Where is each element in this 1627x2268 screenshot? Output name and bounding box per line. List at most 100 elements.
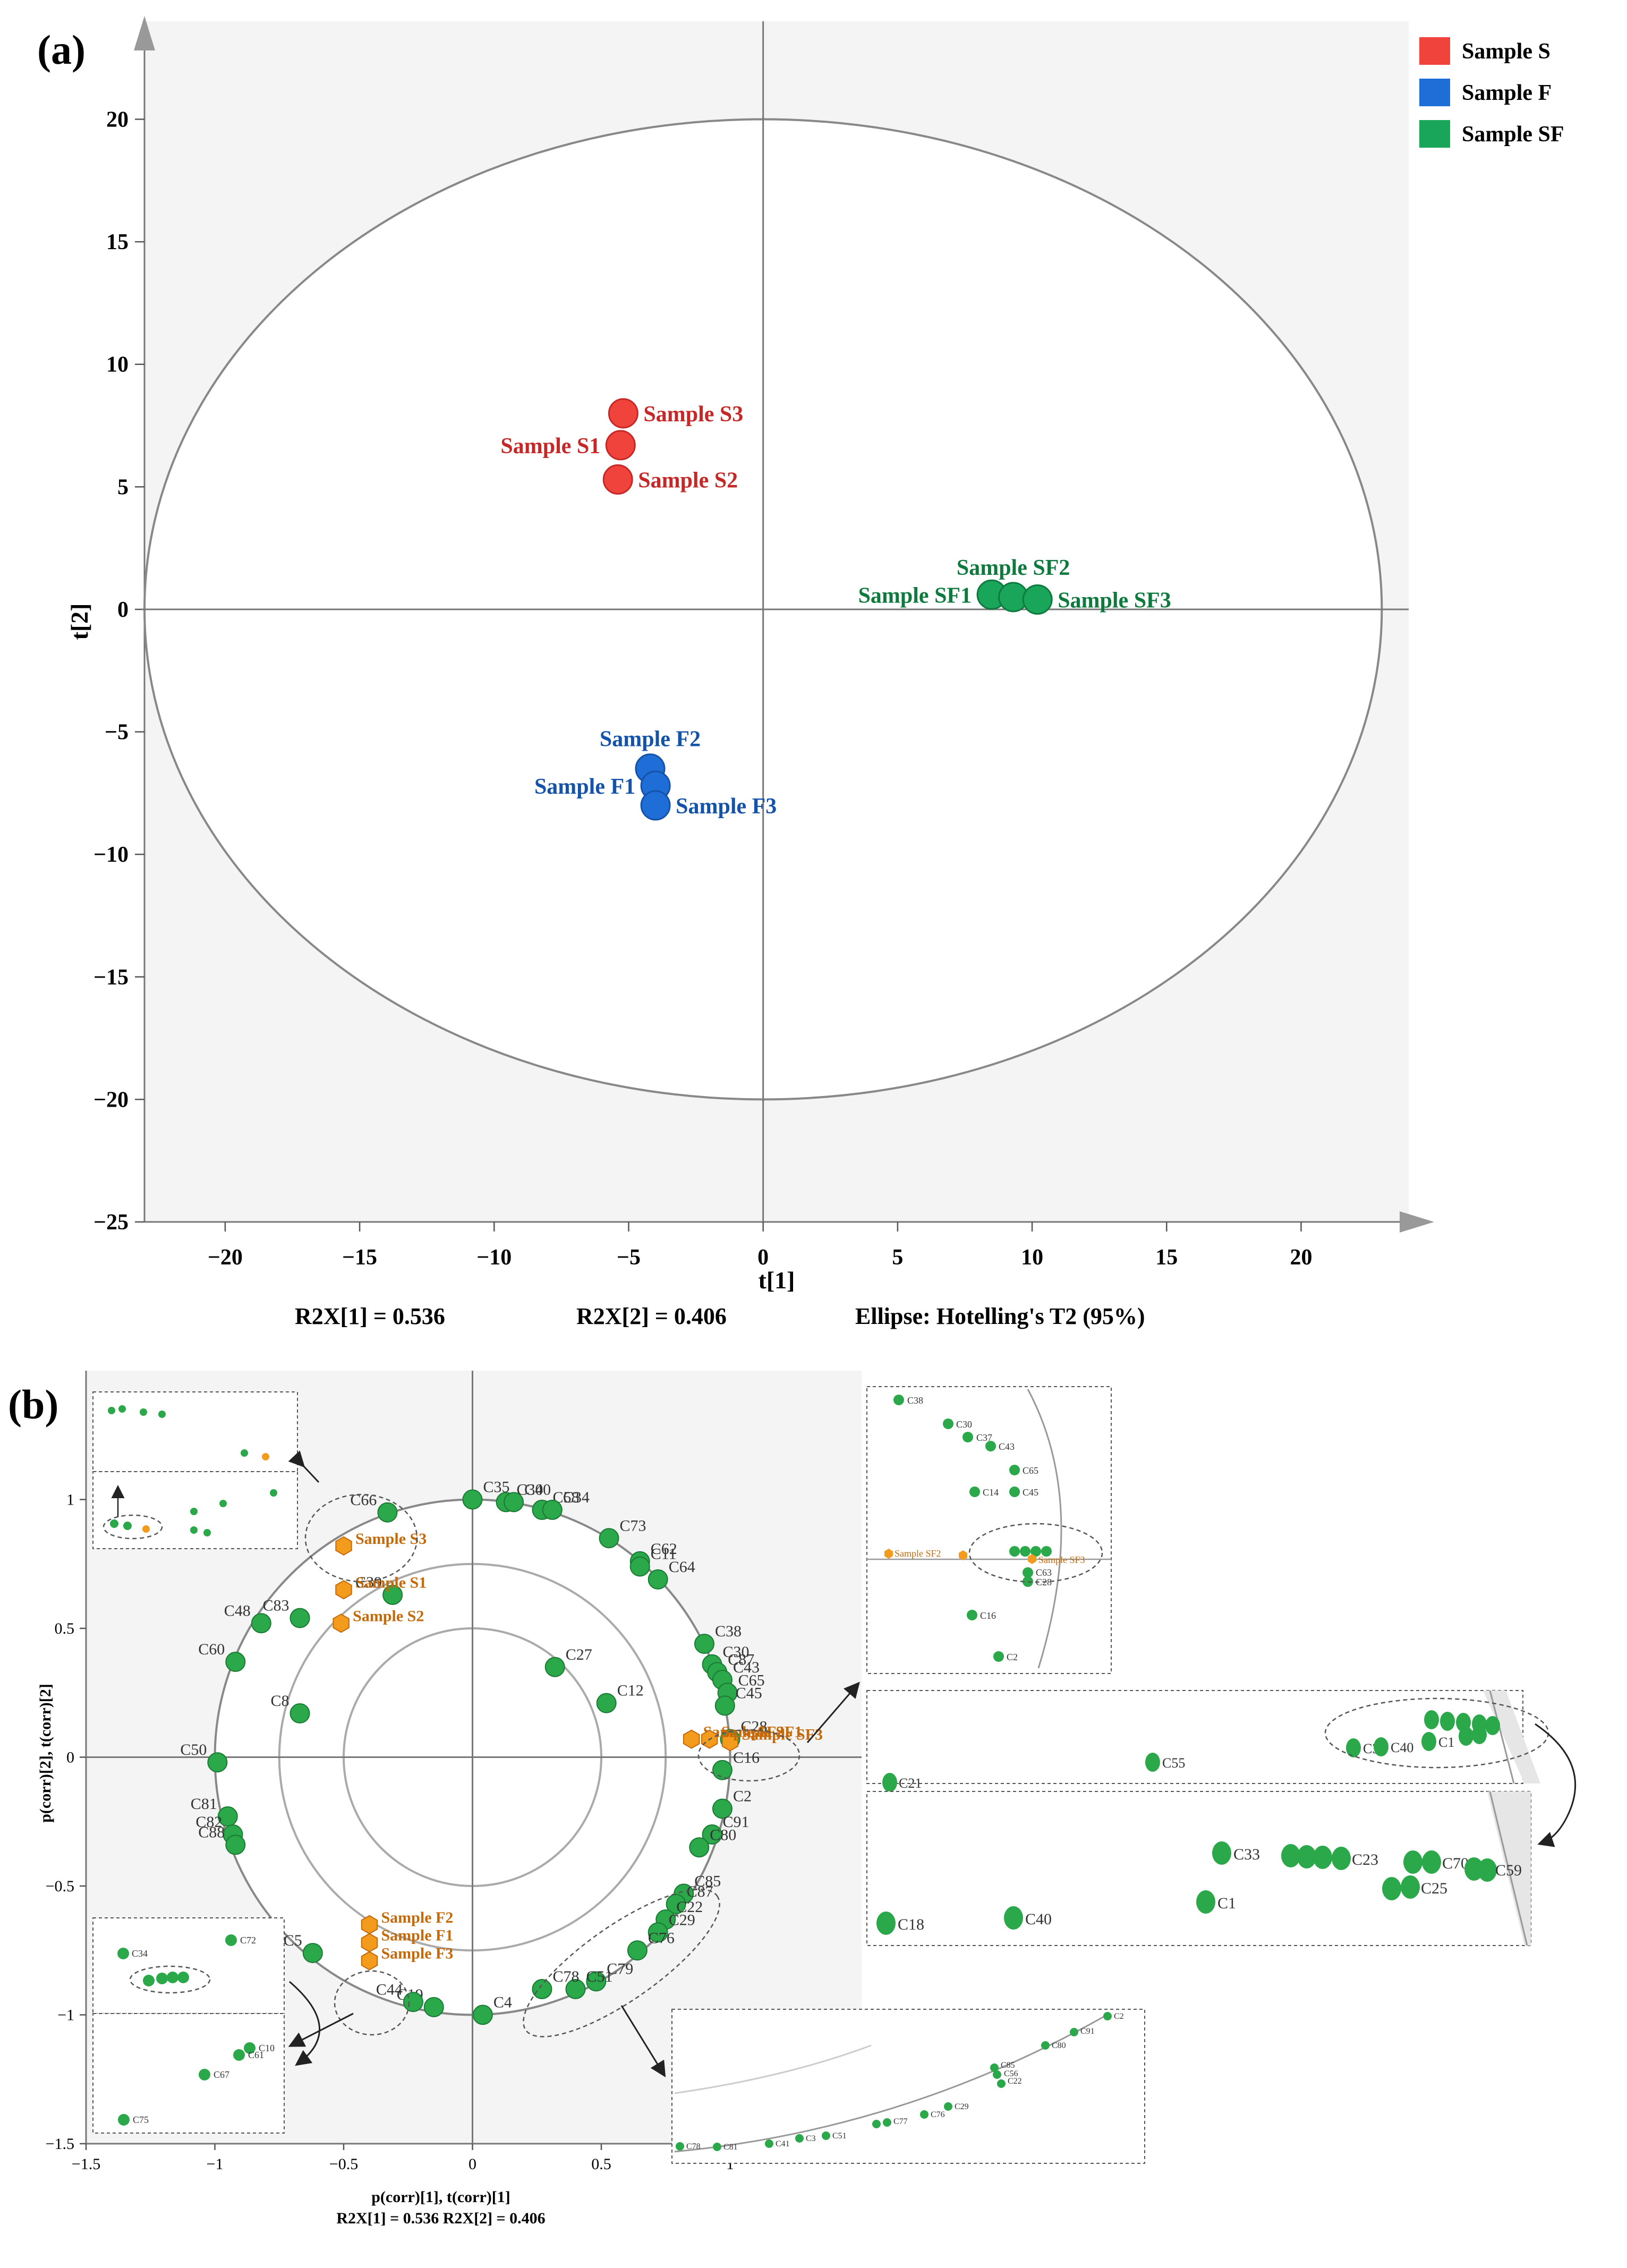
svg-text:C1: C1 (1438, 1735, 1454, 1750)
svg-text:C41: C41 (776, 2139, 790, 2148)
y-tick-label: −1.5 (46, 2135, 74, 2153)
x-tick-label: 5 (892, 1245, 903, 1270)
loading-variable (648, 1922, 668, 1943)
loadings-y-label: p(corr)[2], t(corr)[2] (37, 1684, 54, 1823)
loading-sample (361, 1933, 378, 1952)
loading-variable-label: C50 (180, 1741, 207, 1759)
loading-variable (689, 1837, 710, 1858)
loading-variable (403, 1992, 423, 2012)
loading-variable (629, 1556, 650, 1577)
loading-variable (423, 1997, 444, 2017)
score-point-label: Sample SF2 (957, 556, 1070, 580)
score-point (608, 398, 638, 429)
panel-b-label: (b) (8, 1381, 58, 1428)
inset-tr-dots: C38 C30 C37 C43 C65 C14 C45 Sample SF2 S… (884, 1395, 1085, 1662)
scores-x-label: t[1] (759, 1267, 795, 1294)
inset-tr-box (866, 1386, 1112, 1674)
x-tick-label: 15 (1155, 1245, 1178, 1270)
svg-text:C76: C76 (931, 2110, 945, 2119)
y-tick-label: 0.5 (55, 1620, 75, 1637)
inset-bc-dots: C78 C81 C41 C3 C51 C77 C76 C29 C22 C56 C… (676, 2012, 1124, 2152)
inset-bottom-left: C34 C72 C10 C61 C67 C75 (92, 1917, 354, 2134)
y-tick-label: 10 (106, 353, 129, 377)
legend-label: Sample SF (1462, 122, 1564, 147)
score-point-label: Sample F3 (676, 794, 777, 819)
loading-variable (377, 1502, 398, 1523)
loading-variable-label: C44 (376, 1981, 403, 1998)
score-point (602, 464, 633, 495)
svg-text:C63: C63 (1036, 1567, 1052, 1578)
loading-sample (361, 1915, 378, 1934)
loading-variable-label: C91 (723, 1813, 749, 1831)
loading-variable-label: C51 (586, 1968, 613, 1985)
loading-variable-label: C66 (350, 1491, 377, 1509)
x-tick-label: −15 (342, 1245, 377, 1270)
svg-text:C37: C37 (976, 1432, 992, 1443)
loading-variable-label: C65 (738, 1671, 765, 1689)
inset-right-middle: C21 C55 C33 C40 C1 (866, 1690, 1577, 1847)
svg-text:C14: C14 (983, 1487, 999, 1498)
svg-text:C16: C16 (980, 1610, 996, 1621)
loading-variable (207, 1752, 228, 1773)
svg-text:C30: C30 (956, 1419, 972, 1430)
loading-variable (694, 1634, 714, 1654)
loading-sample (335, 1536, 352, 1556)
loading-variable (648, 1569, 668, 1590)
loadings-plot: (b) −1.5 −1 −0.5 0 0.5 110.50−0.5−1−1.5 C35 C3… (8, 1371, 1577, 2227)
loading-variable-label: C87 (687, 1883, 713, 1900)
loading-sample-label: Sample F1 (381, 1927, 454, 1944)
r2x1-footer: R2X[1] = 0.536 (295, 1303, 445, 1329)
y-tick-label: 20 (106, 107, 129, 132)
cluster-bottom-ellipse (523, 1889, 720, 2037)
loading-sample-label: Sample S1 (355, 1574, 427, 1591)
loading-variable (251, 1613, 271, 1634)
legend-label: Sample S (1462, 39, 1551, 64)
svg-text:C81: C81 (723, 2143, 738, 2152)
cluster-f-ellipse (334, 1970, 410, 2036)
x-tick-label: 10 (1021, 1245, 1043, 1270)
legend-label: Sample F (1462, 81, 1552, 105)
y-tick-label: −20 (93, 1088, 129, 1112)
svg-text:C2: C2 (1007, 1652, 1018, 1662)
inset-rm-box (866, 1690, 1523, 1784)
loadings-footer: R2X[1] = 0.536 R2X[2] = 0.406 (336, 2210, 545, 2227)
loading-variable-label: C40 (524, 1481, 551, 1498)
loading-variable-label: C5 (284, 1932, 302, 1949)
svg-text:C21: C21 (899, 1776, 922, 1791)
y-tick-label: −5 (105, 720, 129, 745)
score-point-label: Sample S1 (500, 434, 600, 458)
scores-points: Sample S3 Sample S1 Sample S2 Sample F2 Samp… (500, 398, 1171, 821)
svg-text:Sample SF3: Sample SF3 (1038, 1555, 1085, 1565)
svg-text:C10: C10 (259, 2043, 275, 2053)
svg-text:C77: C77 (893, 2117, 908, 2126)
loading-sample-label: Sample S2 (353, 1607, 424, 1625)
loading-variable (599, 1528, 619, 1549)
score-point-label: Sample F2 (600, 727, 701, 752)
svg-text:C51: C51 (832, 2131, 847, 2140)
cluster-sf-ellipse (697, 1729, 800, 1782)
loading-variable (225, 1652, 246, 1672)
svg-text:C23: C23 (1352, 1851, 1378, 1868)
svg-text:C70: C70 (1442, 1855, 1469, 1872)
loading-variable-label: C64 (669, 1558, 695, 1576)
loading-variable-label: C48 (224, 1602, 251, 1619)
score-point (605, 430, 636, 461)
loading-variable-label: C28 (741, 1718, 768, 1736)
inset-tr-cluster (968, 1523, 1103, 1583)
loading-variable (289, 1703, 310, 1724)
inset-bl-dots: C34 C72 C10 C61 C67 C75 (117, 1934, 275, 2126)
loading-variable (544, 1657, 565, 1677)
loading-variable-label: C39 (355, 1574, 382, 1591)
inset-tl-pointer-icon (288, 1450, 320, 1483)
svg-text:C38: C38 (907, 1395, 923, 1406)
loading-variable-label: C60 (198, 1641, 225, 1658)
inset-rm-arc (1489, 1690, 1515, 1784)
ellipse-footer: Ellipse: Hotelling's T2 (95%) (855, 1303, 1145, 1329)
svg-text:C34: C34 (132, 1948, 148, 1959)
inset-tl-cluster (103, 1514, 163, 1540)
loading-variable-label: C34 (563, 1489, 590, 1506)
svg-text:C75: C75 (133, 2114, 149, 2125)
legend-swatch (1419, 79, 1450, 106)
score-point (640, 790, 671, 821)
loading-variable (225, 1834, 246, 1855)
